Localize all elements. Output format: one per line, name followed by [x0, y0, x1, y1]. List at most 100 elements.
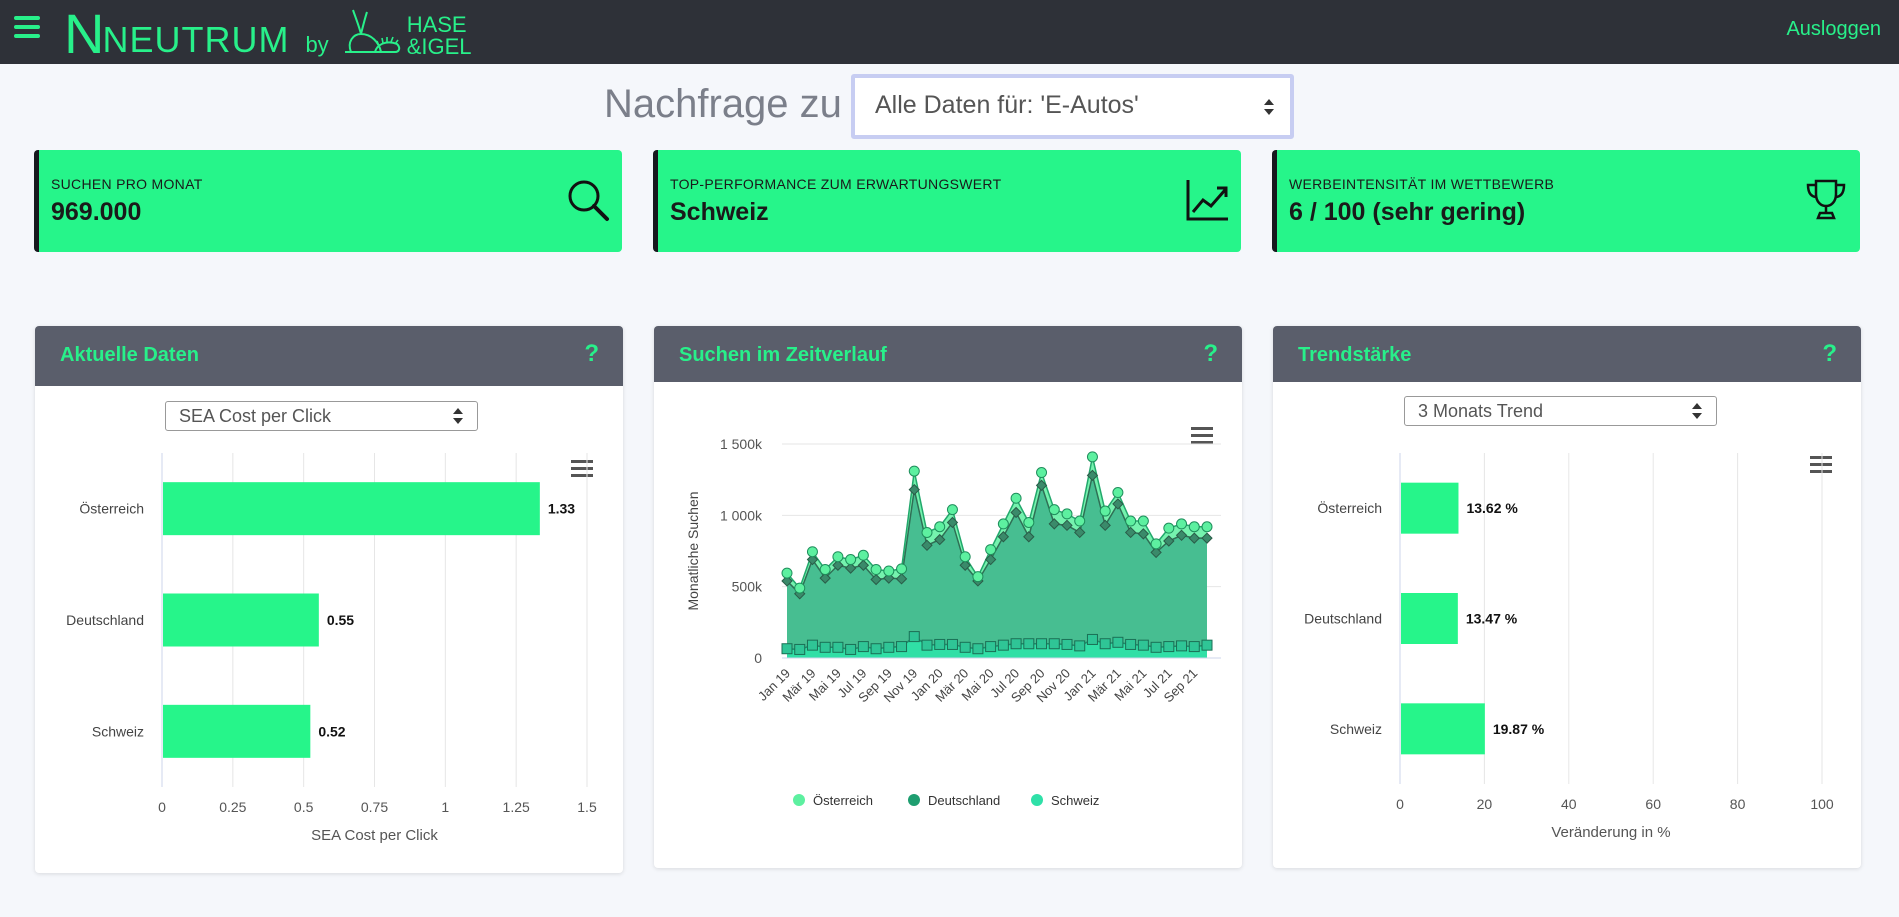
- select-arrows-icon: [1264, 98, 1274, 115]
- x-tick-label: 1.25: [503, 799, 530, 815]
- x-tick-label: 40: [1561, 796, 1577, 812]
- kpi-value: 6 / 100 (sehr gering): [1289, 198, 1526, 226]
- data-point: [1061, 519, 1073, 532]
- data-point: [1086, 451, 1098, 463]
- data-point: [794, 582, 806, 594]
- chart-menu-icon[interactable]: [1810, 456, 1832, 474]
- cpc-bar-chart: 0 0.25 0.5 0.75 1 1.25 1.5 Österreich 1.33 Deutsc…: [66, 453, 597, 844]
- help-icon[interactable]: ?: [584, 340, 599, 367]
- data-point: [781, 567, 793, 579]
- data-point: [832, 559, 844, 571]
- menu-icon[interactable]: [14, 16, 40, 38]
- series-line: [786, 475, 1207, 596]
- help-icon[interactable]: ?: [1203, 340, 1218, 367]
- x-tick-label: 20: [1477, 796, 1493, 812]
- data-point: [1061, 508, 1073, 520]
- metric-select[interactable]: SEA Cost per Click: [165, 401, 478, 431]
- data-point: [1188, 521, 1200, 533]
- data-point: [1099, 505, 1111, 517]
- legend-label: Deutschland: [928, 793, 1000, 808]
- chart-menu-icon[interactable]: [571, 460, 593, 478]
- logo-hase: HASE: [406, 12, 467, 37]
- data-point: [1150, 641, 1162, 653]
- data-point: [1188, 532, 1200, 544]
- data-point: [959, 641, 971, 653]
- x-tick-label: 80: [1730, 796, 1746, 812]
- data-point: [1074, 515, 1086, 527]
- data-point: [870, 643, 882, 655]
- legend-marker: [1031, 794, 1043, 806]
- chart-line-icon: [1186, 180, 1228, 221]
- data-point: [946, 638, 958, 650]
- data-point: [1125, 638, 1137, 650]
- data-point: [806, 546, 818, 558]
- bar: [1401, 703, 1485, 755]
- trend-select[interactable]: 3 Monats Trend: [1404, 396, 1717, 426]
- data-point: [997, 531, 1010, 543]
- logo-igel: &IGEL: [406, 34, 472, 59]
- data-point: [984, 553, 997, 566]
- panel-header: Trendstärke ?: [1273, 326, 1861, 382]
- y-tick-label: 1 500k: [720, 436, 763, 452]
- hare-hedgehog-icon: [344, 9, 400, 53]
- help-icon[interactable]: ?: [1822, 340, 1837, 367]
- data-point: [972, 643, 984, 655]
- data-point: [819, 564, 831, 576]
- metric-select-value: SEA Cost per Click: [179, 406, 332, 426]
- data-point: [1074, 526, 1086, 539]
- data-point: [997, 639, 1009, 651]
- data-point: [1010, 638, 1022, 650]
- kpi-card-top-performance: TOP-PERFORMANCE ZUM ERWARTUNGSWERT Schwe…: [653, 150, 1241, 252]
- kpi-value: 969.000: [51, 198, 142, 226]
- data-point: [908, 465, 920, 477]
- data-label: 0.55: [327, 612, 354, 628]
- data-point: [1023, 516, 1035, 528]
- data-label: 0.52: [318, 723, 345, 739]
- data-point: [1176, 518, 1188, 530]
- data-point: [844, 562, 857, 574]
- demand-select[interactable]: Alle Daten für: 'E-Autos': [851, 74, 1294, 139]
- legend-label: Österreich: [813, 793, 873, 808]
- neutrum-logo[interactable]: N NEUTRUM by HASE &IGEL: [64, 4, 472, 62]
- data-point: [1048, 504, 1060, 516]
- data-point: [832, 641, 844, 653]
- data-point: [1086, 633, 1098, 645]
- bar: [163, 704, 311, 758]
- data-point: [781, 575, 793, 587]
- y-category-label: Deutschland: [66, 612, 144, 628]
- data-point: [959, 559, 971, 571]
- data-point: [806, 639, 818, 651]
- data-point: [946, 516, 959, 529]
- y-category-label: Deutschland: [1304, 611, 1382, 627]
- panel-title: Aktuelle Daten: [60, 344, 199, 366]
- data-point: [896, 641, 908, 653]
- y-tick-label: 500k: [732, 579, 763, 595]
- panel-header: Suchen im Zeitverlauf ?: [654, 326, 1242, 382]
- kpi-card-ad-intensity: WERBEINTENSITÄT IM WETTBEWERB 6 / 100 (s…: [1272, 150, 1860, 252]
- demand-select-value: Alle Daten für: 'E-Autos': [875, 91, 1139, 119]
- data-point: [1188, 641, 1200, 653]
- data-point: [1137, 515, 1149, 527]
- panel-trendstaerke: Trendstärke ? 3 Monats Trend 0 20 40 60 80 10…: [1273, 326, 1861, 868]
- x-axis-title: SEA Cost per Click: [311, 827, 438, 844]
- data-point: [908, 483, 920, 496]
- data-label: 1.33: [548, 501, 575, 517]
- logout-link[interactable]: Ausloggen: [1786, 18, 1881, 40]
- data-point: [959, 551, 971, 563]
- x-tick-label: 0: [158, 799, 166, 815]
- data-point: [857, 559, 870, 571]
- data-point: [1099, 519, 1111, 532]
- data-point: [1125, 515, 1137, 527]
- x-tick-label: 1.5: [577, 799, 597, 815]
- x-tick-label: 1: [441, 799, 449, 815]
- kpi-card-searches: SUCHEN PRO MONAT 969.000: [34, 150, 622, 252]
- chart-menu-icon[interactable]: [1191, 427, 1213, 445]
- logo-by: by: [305, 32, 329, 57]
- legend-marker: [908, 794, 920, 806]
- panel-title: Trendstärke: [1298, 344, 1412, 366]
- data-point: [819, 572, 831, 584]
- bar: [163, 482, 540, 536]
- data-point: [1061, 638, 1073, 650]
- data-point: [1023, 531, 1035, 543]
